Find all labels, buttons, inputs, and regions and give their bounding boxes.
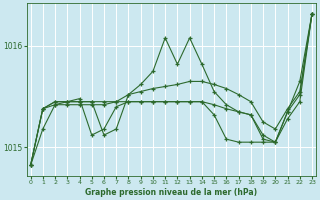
X-axis label: Graphe pression niveau de la mer (hPa): Graphe pression niveau de la mer (hPa) — [85, 188, 257, 197]
